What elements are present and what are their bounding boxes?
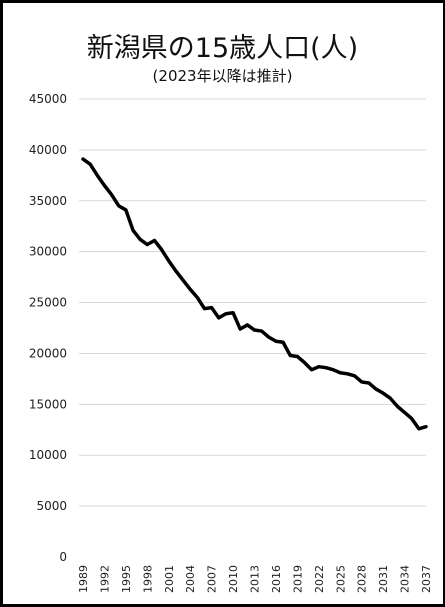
y-tick-label: 25000 <box>29 296 67 310</box>
x-tick-label: 2034 <box>399 565 412 593</box>
y-tick-label: 45000 <box>29 92 67 106</box>
series-layer <box>81 157 428 431</box>
x-tick-label: 2022 <box>313 565 326 593</box>
x-tick-label: 2004 <box>184 565 197 593</box>
y-tick-label: 30000 <box>29 245 67 259</box>
series-line <box>81 157 428 431</box>
x-tick-label: 2013 <box>249 565 262 593</box>
x-axis-ticks: 1989 1992 1995 1998 2001 2004 2007 2010 2013 2016… <box>77 565 433 593</box>
x-tick-label: 2037 <box>420 565 433 593</box>
gridlines <box>79 98 426 507</box>
x-tick-label: 2010 <box>227 565 240 593</box>
y-tick-label: 20000 <box>29 346 67 360</box>
y-tick-label: 40000 <box>29 143 67 157</box>
y-tick-label: 5000 <box>36 499 67 513</box>
chart-subtitle: (2023年以降は推計) <box>152 67 293 85</box>
x-tick-label: 1992 <box>98 565 111 593</box>
x-tick-label: 2016 <box>270 565 283 593</box>
y-tick-label: 0 <box>59 550 67 564</box>
x-tick-label: 2019 <box>291 565 304 593</box>
x-tick-label: 2007 <box>206 565 219 593</box>
x-tick-label: 1998 <box>141 565 154 593</box>
chart-title: 新潟県の15歳人口(人) <box>86 33 359 64</box>
x-tick-label: 2031 <box>377 565 390 593</box>
y-tick-label: 35000 <box>29 194 67 208</box>
y-tick-label: 15000 <box>29 397 67 411</box>
x-tick-label: 1989 <box>77 565 90 593</box>
y-tick-label: 10000 <box>29 448 67 462</box>
y-axis-ticks: 0 5000 10000 15000 20000 25000 30000 35000 40000… <box>29 92 67 564</box>
x-tick-label: 1995 <box>120 565 133 593</box>
x-tick-label: 2028 <box>356 565 369 593</box>
x-tick-label: 2001 <box>163 565 176 593</box>
x-tick-label: 2025 <box>334 565 347 593</box>
